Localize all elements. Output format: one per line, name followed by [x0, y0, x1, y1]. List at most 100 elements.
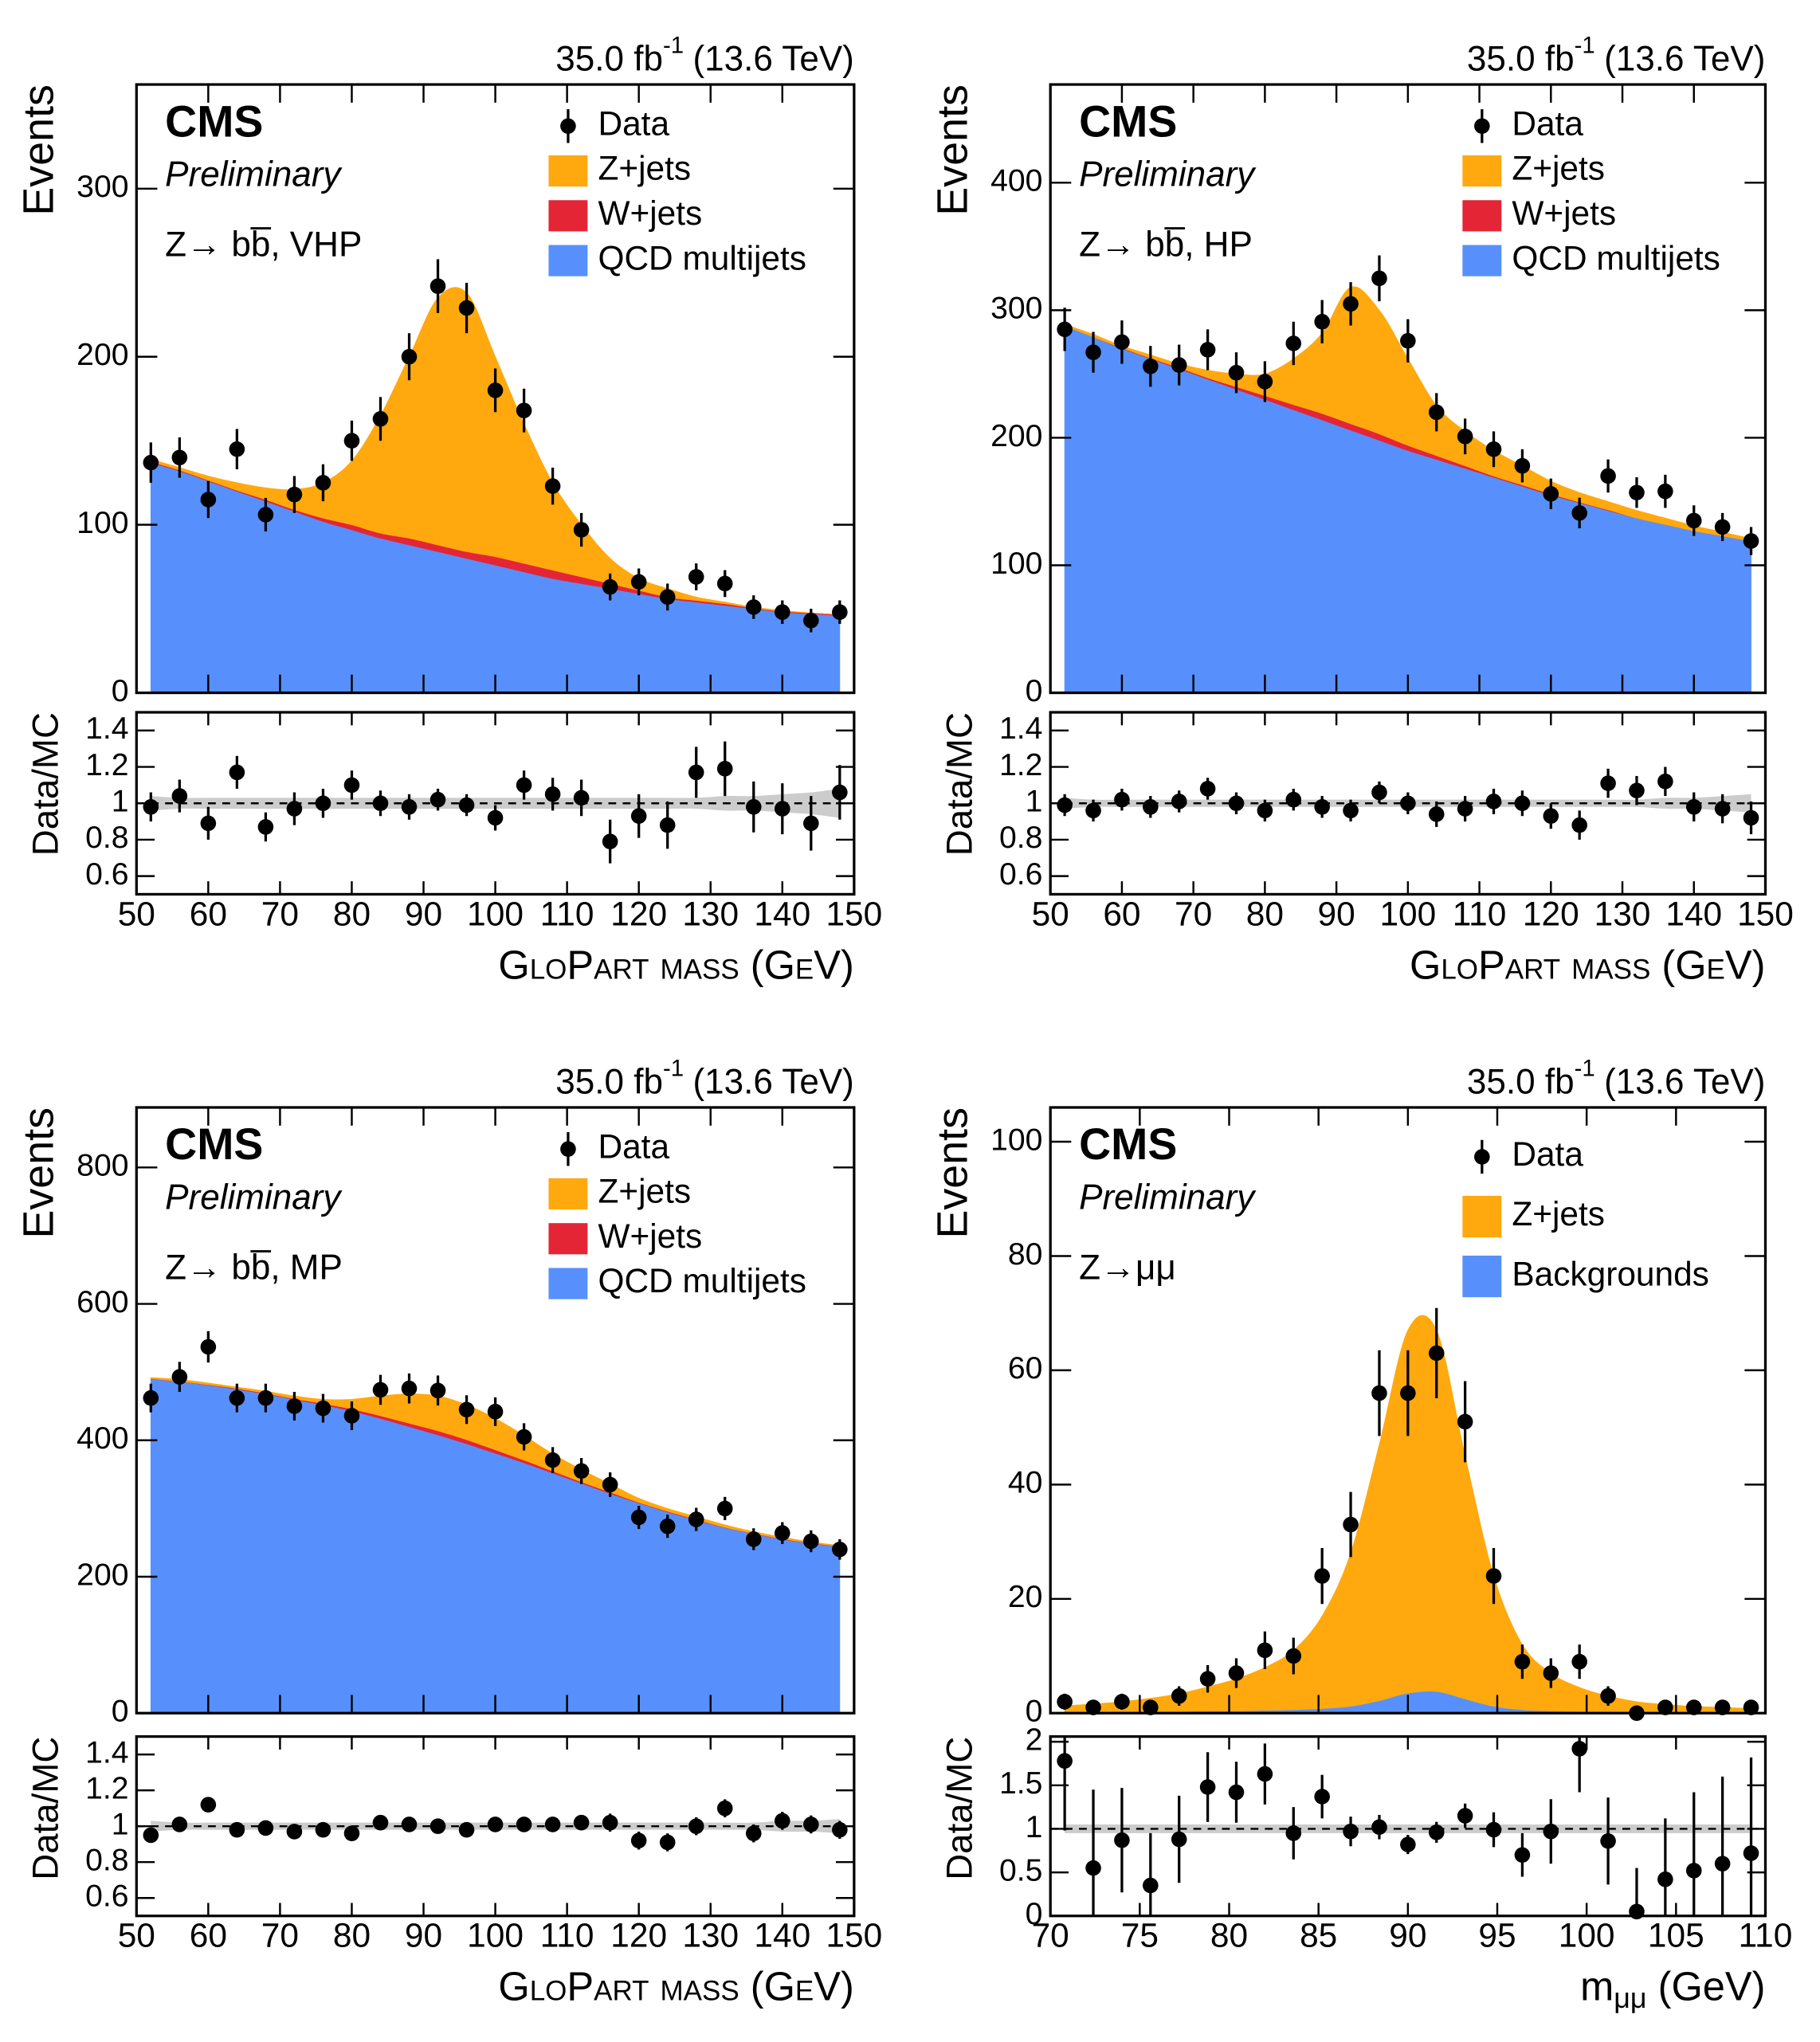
- status: Preliminary: [1079, 155, 1257, 194]
- y-tick-label: 800: [76, 1149, 128, 1183]
- ratio-point: [1600, 775, 1616, 791]
- legend-label: W+jets: [598, 194, 702, 232]
- y-tick-label: 0: [112, 1695, 129, 1729]
- data-point: [573, 522, 590, 538]
- ratio-point: [1343, 1823, 1359, 1840]
- y-tick-label: 0: [112, 674, 129, 708]
- legend-swatch: [1462, 245, 1502, 276]
- lumi-label: 35.0 fb-1 (13.6 TeV): [555, 1055, 854, 1101]
- legend-label: Z+jets: [598, 1173, 691, 1210]
- lumi-sup: -1: [1575, 1055, 1595, 1081]
- data-point: [716, 575, 733, 592]
- data-point: [430, 1382, 446, 1399]
- x-tick-label: 80: [1246, 895, 1284, 932]
- data-point: [343, 1408, 360, 1424]
- channel-label: Z→ bb̅, HP: [1079, 225, 1253, 265]
- legend-label: Z+jets: [1512, 150, 1605, 187]
- ratio-point: [1228, 1784, 1245, 1801]
- lumi-label: 35.0 fb-1 (13.6 TeV): [1467, 32, 1766, 78]
- status: Preliminary: [1079, 1178, 1257, 1217]
- ratio-point: [630, 808, 647, 825]
- energy: (13.6 TeV): [693, 39, 854, 78]
- legend-label: Data: [598, 1127, 669, 1165]
- channel-label: Z→μμ: [1079, 1248, 1176, 1288]
- ratio-point: [286, 801, 303, 817]
- y-tick-label: 0: [1026, 674, 1043, 708]
- ratio-point: [1571, 1741, 1587, 1757]
- y-axis-label: Events: [928, 1107, 976, 1239]
- experiment: CMS: [165, 96, 263, 146]
- data-point: [257, 1389, 274, 1406]
- data-point: [1371, 270, 1387, 287]
- x-tick-label: 100: [1379, 895, 1436, 932]
- data-point: [630, 1509, 647, 1526]
- ratio-point: [401, 1817, 418, 1832]
- y-tick-label: 20: [1008, 1580, 1043, 1614]
- data-point: [1629, 1705, 1645, 1722]
- data-point: [1285, 1648, 1302, 1664]
- data-point: [315, 1400, 331, 1417]
- data-point: [602, 1476, 618, 1493]
- x-label: GloPart mass (GeV): [498, 1964, 853, 2009]
- ratio-point: [1228, 795, 1245, 812]
- ratio-point: [200, 1797, 217, 1813]
- ratio-point: [1743, 1845, 1759, 1861]
- data-point: [803, 1533, 819, 1550]
- ratio-point: [1657, 1872, 1673, 1887]
- x-tick-label: 130: [1594, 895, 1651, 932]
- x-tick-label: 70: [1032, 1917, 1069, 1954]
- legend-swatch: [1462, 1255, 1502, 1298]
- ratio-point: [1428, 1824, 1445, 1840]
- x-label: GloPart mass (GeV): [1410, 943, 1765, 988]
- ratio-point: [372, 1814, 389, 1831]
- ratio-point: [143, 1827, 159, 1844]
- ratio-point: [401, 799, 418, 815]
- data-point: [315, 475, 331, 491]
- legend-swatch: [548, 1268, 588, 1299]
- data-point: [1600, 468, 1616, 484]
- channel-label: Z→ bb̅, VHP: [165, 225, 362, 265]
- ratio-point: [516, 777, 532, 794]
- data-point: [1685, 1699, 1702, 1715]
- ratio-point: [1514, 795, 1531, 812]
- energy: (13.6 TeV): [693, 1062, 854, 1101]
- ratio-point: [544, 1817, 561, 1832]
- y-tick-label: 400: [990, 164, 1042, 198]
- data-point: [1114, 1694, 1130, 1710]
- data-point: [1485, 1568, 1502, 1584]
- x-tick-label: 150: [1737, 895, 1794, 932]
- data-point: [372, 1382, 389, 1398]
- data-point: [1171, 357, 1187, 373]
- ratio-point: [1143, 799, 1159, 815]
- data-point: [1600, 1687, 1616, 1704]
- x-tick-label: 150: [826, 1917, 882, 1954]
- ratio-y-tick-label: 0.6: [85, 1879, 128, 1914]
- ratio-y-tick-label: 1.4: [999, 711, 1042, 746]
- x-tick-label: 110: [1739, 1917, 1793, 1954]
- ratio-point: [1400, 795, 1416, 812]
- data-point: [659, 1518, 676, 1534]
- ratio-point: [487, 809, 504, 826]
- ratio-point: [1285, 791, 1302, 808]
- x-tick-label: 90: [1318, 895, 1355, 932]
- status: Preliminary: [165, 1178, 343, 1217]
- x-tick-label: 120: [610, 1917, 667, 1954]
- ratio-point: [1114, 791, 1130, 808]
- legend-label: Z+jets: [598, 150, 691, 187]
- data-point: [1457, 1413, 1473, 1430]
- x-tick-label: 105: [1648, 1917, 1704, 1954]
- x-tick-label: 100: [467, 1917, 524, 1954]
- x-tick-label: 90: [405, 1917, 442, 1954]
- y-tick-label: 0: [1026, 1695, 1043, 1729]
- ratio-point: [200, 815, 217, 832]
- data-point: [1314, 1568, 1330, 1584]
- ratio-point: [171, 788, 188, 804]
- x-tick-label: 80: [1210, 1917, 1248, 1954]
- ratio-y-tick-label: 0.8: [999, 821, 1042, 855]
- data-point: [143, 454, 159, 471]
- y-tick-label: 80: [1008, 1237, 1043, 1272]
- data-point: [544, 478, 561, 494]
- data-point: [745, 1531, 762, 1547]
- data-point: [1543, 1665, 1559, 1681]
